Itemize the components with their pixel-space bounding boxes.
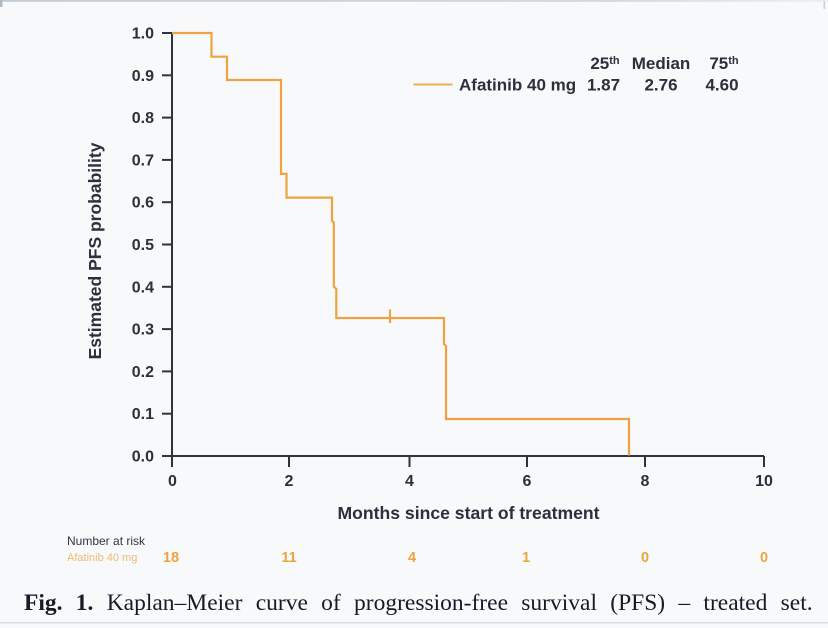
svg-text:0: 0 — [760, 550, 768, 566]
svg-text:1.0: 1.0 — [132, 26, 154, 43]
svg-text:4.60: 4.60 — [705, 76, 738, 95]
svg-text:1.87: 1.87 — [587, 76, 620, 95]
svg-text:6: 6 — [523, 473, 532, 490]
svg-text:0: 0 — [641, 550, 649, 566]
svg-text:Months since start of treatmen: Months since start of treatment — [338, 503, 600, 523]
svg-text:Estimated PFS probability: Estimated PFS probability — [85, 142, 105, 359]
svg-text:0.1: 0.1 — [132, 406, 154, 423]
svg-text:18: 18 — [163, 550, 179, 566]
svg-text:0.6: 0.6 — [132, 195, 154, 212]
svg-text:2.76: 2.76 — [644, 76, 677, 95]
svg-text:8: 8 — [641, 473, 650, 490]
svg-text:0.9: 0.9 — [132, 68, 154, 85]
svg-text:11: 11 — [281, 550, 296, 566]
svg-text:0.8: 0.8 — [132, 110, 154, 127]
svg-text:Number at risk: Number at risk — [67, 534, 146, 548]
svg-text:0.4: 0.4 — [132, 279, 154, 296]
svg-text:4: 4 — [408, 550, 416, 566]
svg-text:Afatinib 40 mg: Afatinib 40 mg — [67, 552, 137, 564]
svg-text:0.3: 0.3 — [132, 322, 154, 339]
svg-text:0.0: 0.0 — [132, 449, 154, 466]
svg-text:2: 2 — [285, 473, 294, 490]
svg-text:1: 1 — [522, 550, 530, 566]
svg-text:0.2: 0.2 — [132, 364, 154, 381]
svg-text:Median: Median — [632, 54, 691, 73]
svg-text:4: 4 — [405, 473, 414, 490]
svg-text:0: 0 — [168, 473, 177, 490]
svg-text:Fig. 1. Kaplan–Meier curve of: Fig. 1. Kaplan–Meier curve of progressio… — [24, 590, 813, 616]
svg-text:0.7: 0.7 — [132, 152, 154, 169]
svg-text:10: 10 — [755, 473, 773, 490]
svg-text:Afatinib 40 mg: Afatinib 40 mg — [459, 76, 576, 95]
svg-text:0.5: 0.5 — [132, 237, 154, 254]
